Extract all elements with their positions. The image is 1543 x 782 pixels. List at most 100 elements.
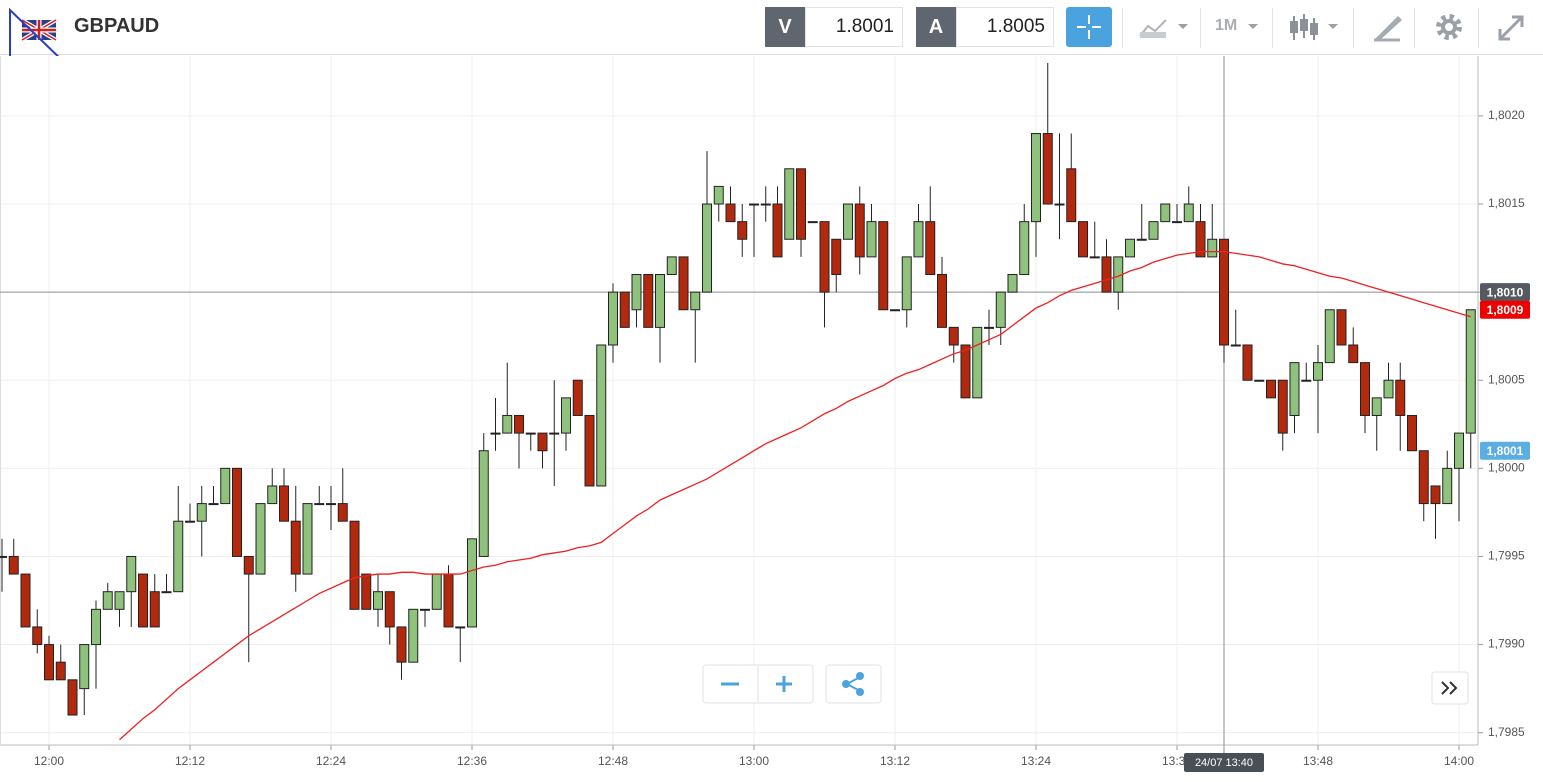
- candle-body: [373, 591, 383, 610]
- y-tick-label: 1,8020: [1488, 108, 1525, 122]
- candle-body: [807, 221, 818, 224]
- timeframe-button[interactable]: 1M: [1215, 17, 1238, 34]
- separator: [1414, 8, 1415, 48]
- candle-body: [972, 326, 983, 399]
- candle-body: [91, 608, 101, 646]
- candle-body: [525, 432, 536, 435]
- candle-body: [608, 291, 618, 346]
- candle-body: [243, 555, 254, 575]
- candle-body: [220, 467, 231, 505]
- scroll-end-button[interactable]: [1431, 671, 1469, 705]
- candle-body: [1254, 379, 1265, 382]
- x-tick-label: 12:36: [457, 754, 487, 768]
- symbol-flag: [9, 8, 69, 65]
- candle-body: [1042, 133, 1053, 205]
- bid-price[interactable]: 1.8001: [805, 7, 903, 47]
- candle-body: [960, 344, 971, 399]
- share-button[interactable]: [825, 664, 882, 704]
- x-tick-label: 14:00: [1444, 754, 1474, 768]
- candle-body: [337, 503, 348, 522]
- candle-body: [1348, 344, 1359, 364]
- x-tick-label: 13:12: [880, 754, 910, 768]
- candle-body: [79, 644, 90, 690]
- candle-body: [314, 503, 325, 506]
- candle-body: [760, 203, 771, 206]
- candle-body: [831, 238, 842, 276]
- crosshair-button[interactable]: [1066, 7, 1112, 47]
- price-tag-label: 1,8010: [1487, 285, 1524, 299]
- candle-body: [20, 573, 31, 628]
- separator: [1200, 8, 1201, 48]
- candle-body: [596, 344, 607, 487]
- settings-button[interactable]: [1433, 11, 1465, 43]
- candle-body: [878, 221, 889, 311]
- candle-body: [1277, 379, 1288, 434]
- x-tick-label: 12:24: [316, 754, 346, 768]
- candle-body: [326, 503, 336, 506]
- candle-body: [232, 467, 242, 557]
- x-tick-label: 12:00: [34, 754, 64, 768]
- candle-body: [1301, 379, 1312, 382]
- candle-body: [702, 203, 712, 293]
- candle-body: [1360, 362, 1370, 416]
- plot-area: [0, 56, 1478, 745]
- candle-body: [913, 221, 924, 258]
- fullscreen-button[interactable]: [1494, 11, 1528, 45]
- chart-type-button[interactable]: [1136, 14, 1192, 42]
- candle-body: [1230, 344, 1241, 347]
- candle-body: [1324, 309, 1335, 364]
- timeframe-dropdown[interactable]: [1246, 14, 1262, 42]
- candle-body: [690, 291, 701, 311]
- candle-body: [937, 274, 947, 328]
- y-tick-label: 1,8015: [1488, 196, 1525, 210]
- candle-body: [948, 326, 959, 346]
- candle-body: [502, 414, 513, 434]
- candle-body: [8, 555, 19, 575]
- y-tick-label: 1,8005: [1488, 372, 1525, 386]
- candle-body: [102, 591, 113, 610]
- candle-body: [0, 555, 7, 558]
- bid-label[interactable]: V: [765, 7, 805, 47]
- ask-label[interactable]: A: [916, 7, 956, 47]
- candle-body: [408, 608, 419, 663]
- candle-body: [44, 644, 54, 681]
- candle-body: [1007, 274, 1018, 293]
- candle-body: [478, 450, 489, 557]
- drawing-tools-button[interactable]: [1370, 12, 1404, 44]
- candle-body: [925, 221, 936, 276]
- candle-body: [619, 291, 630, 328]
- candle-body: [561, 397, 571, 434]
- candle-body: [138, 573, 148, 628]
- candle-body: [1395, 379, 1406, 416]
- ask-price[interactable]: 1.8005: [956, 7, 1054, 47]
- candle-body: [772, 203, 783, 258]
- candle-body: [67, 679, 78, 716]
- candle-body: [655, 274, 665, 328]
- price-tag-label: 1,8009: [1487, 303, 1524, 317]
- candle-body: [749, 203, 759, 206]
- candle-body: [784, 168, 795, 240]
- candle-body: [819, 221, 830, 293]
- candle-body: [1454, 432, 1464, 469]
- candle-body: [55, 661, 66, 681]
- separator: [1272, 8, 1273, 48]
- x-tick-label: 13:00: [739, 754, 769, 768]
- zoom-in-button[interactable]: [776, 676, 792, 692]
- y-tick-label: 1,7985: [1488, 725, 1525, 739]
- candle-body: [584, 414, 595, 487]
- candle-body: [537, 432, 548, 452]
- candle-body: [1313, 362, 1323, 381]
- candle-body: [1125, 238, 1135, 258]
- candle-body: [995, 291, 1006, 328]
- price-tag-label: 1,8001: [1487, 444, 1524, 458]
- candle-body: [279, 485, 289, 522]
- separator: [1353, 8, 1354, 48]
- x-tick-label: 12:48: [598, 754, 628, 768]
- separator: [1122, 8, 1123, 48]
- candle-body: [349, 520, 360, 610]
- symbol: GBPAUD: [74, 15, 160, 37]
- candle-body: [173, 520, 184, 593]
- candle-style-button[interactable]: [1286, 12, 1346, 44]
